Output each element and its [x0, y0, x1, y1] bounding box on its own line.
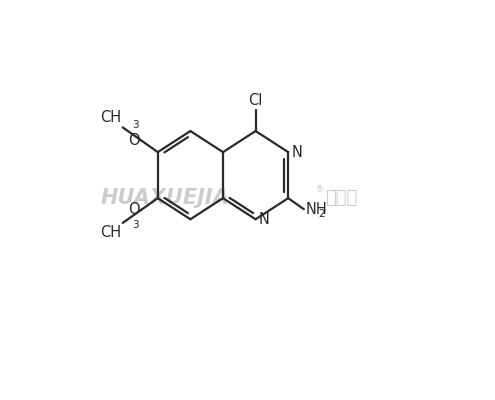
Text: NH: NH: [306, 202, 328, 217]
Text: 3: 3: [132, 220, 139, 230]
Text: O: O: [128, 133, 140, 148]
Text: 3: 3: [132, 120, 139, 130]
Text: CH: CH: [99, 110, 121, 126]
Text: N: N: [291, 145, 302, 160]
Text: 2: 2: [318, 209, 325, 219]
Text: O: O: [128, 202, 140, 217]
Text: 化学加: 化学加: [325, 189, 357, 207]
Text: ®: ®: [316, 185, 323, 194]
Text: N: N: [259, 212, 270, 227]
Text: Cl: Cl: [248, 93, 263, 108]
Text: HUAXUEJIA: HUAXUEJIA: [100, 188, 229, 208]
Text: CH: CH: [99, 225, 121, 240]
